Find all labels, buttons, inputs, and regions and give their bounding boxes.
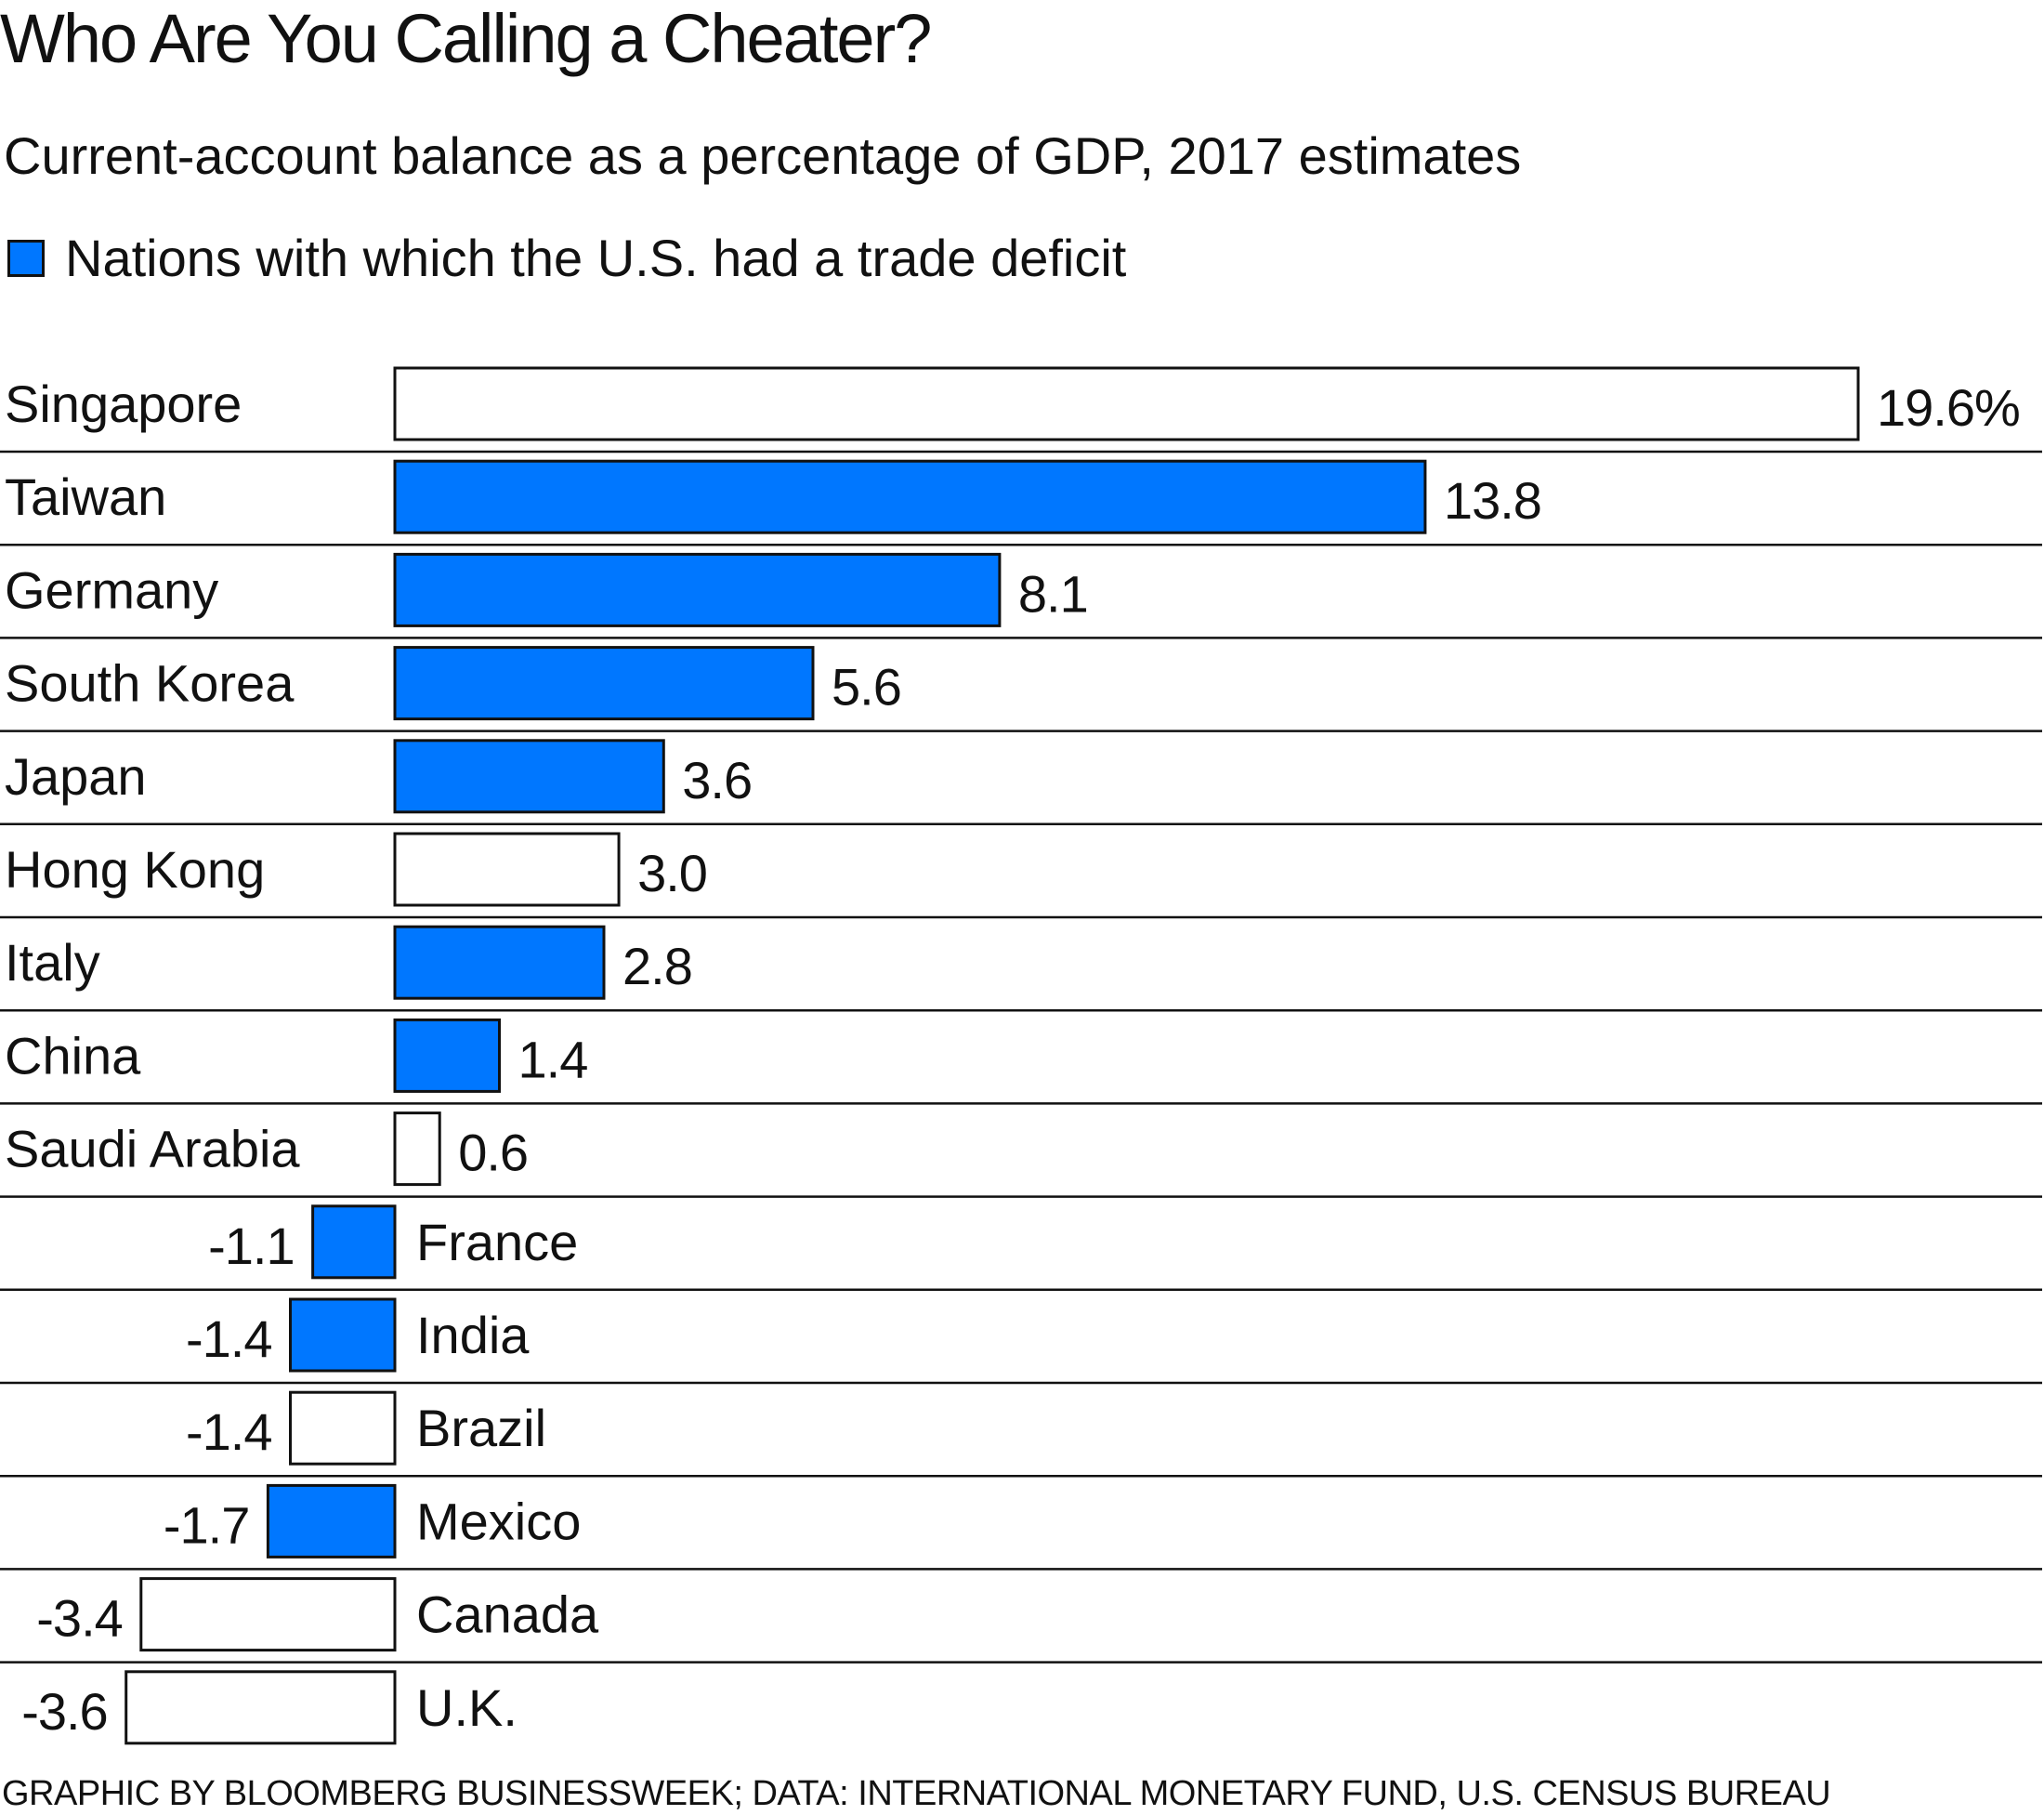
bar bbox=[266, 1483, 397, 1559]
legend-label: Nations with which the U.S. had a trade … bbox=[65, 229, 1127, 287]
chart-title: Who Are You Calling a Cheater? bbox=[0, 0, 932, 77]
value-label: 2.8 bbox=[622, 937, 692, 995]
bar-chart: Singapore 19.6% Taiwan 13.8 Germany 8.1 South … bbox=[0, 366, 2042, 1745]
value-label: 5.6 bbox=[832, 658, 901, 717]
bar bbox=[393, 1111, 441, 1187]
bar bbox=[393, 366, 1860, 441]
category-label: Canada bbox=[416, 1585, 599, 1644]
category-label: India bbox=[416, 1306, 530, 1364]
category-label: Italy bbox=[5, 933, 100, 992]
value-label: 1.4 bbox=[518, 1030, 588, 1088]
bar bbox=[289, 1390, 397, 1466]
value-label: -3.6 bbox=[21, 1682, 108, 1741]
source-note: GRAPHIC BY BLOOMBERG BUSINESSWEEK; DATA:… bbox=[2, 1774, 1831, 1813]
category-label: France bbox=[416, 1213, 578, 1271]
bar bbox=[289, 1297, 397, 1373]
category-label: Saudi Arabia bbox=[5, 1120, 300, 1178]
bar bbox=[139, 1577, 397, 1652]
value-label: 19.6% bbox=[1877, 378, 2020, 437]
category-label: Germany bbox=[5, 560, 218, 619]
bar bbox=[393, 739, 665, 814]
value-label: 13.8 bbox=[1444, 471, 1541, 530]
category-label: Singapore bbox=[5, 375, 242, 433]
bar bbox=[311, 1204, 397, 1280]
category-label: China bbox=[5, 1026, 141, 1085]
bar bbox=[393, 552, 1002, 627]
value-label: -1.7 bbox=[164, 1495, 250, 1554]
value-label: -1.4 bbox=[186, 1402, 272, 1461]
legend-swatch bbox=[7, 240, 45, 277]
category-label: Taiwan bbox=[5, 467, 166, 526]
value-label: 3.0 bbox=[637, 844, 707, 902]
value-label: -1.4 bbox=[186, 1309, 272, 1368]
category-label: Japan bbox=[5, 747, 147, 806]
bar bbox=[124, 1670, 397, 1745]
value-label: 8.1 bbox=[1018, 564, 1088, 623]
bar bbox=[393, 459, 1427, 534]
category-label: Brazil bbox=[416, 1399, 546, 1457]
bar bbox=[393, 1018, 501, 1093]
bar bbox=[393, 925, 606, 1000]
bar bbox=[393, 832, 621, 907]
bar bbox=[393, 646, 815, 721]
category-label: Mexico bbox=[416, 1492, 581, 1550]
value-label: 3.6 bbox=[682, 751, 752, 809]
category-label: U.K. bbox=[416, 1678, 518, 1737]
category-label: South Korea bbox=[5, 654, 295, 713]
value-label: 0.6 bbox=[458, 1124, 528, 1182]
value-label: -1.1 bbox=[208, 1217, 295, 1275]
chart-subtitle: Current-account balance as a percentage … bbox=[4, 126, 1522, 185]
value-label: -3.4 bbox=[36, 1589, 123, 1648]
category-label: Hong Kong bbox=[5, 840, 265, 899]
legend: Nations with which the U.S. had a trade … bbox=[7, 229, 1126, 288]
